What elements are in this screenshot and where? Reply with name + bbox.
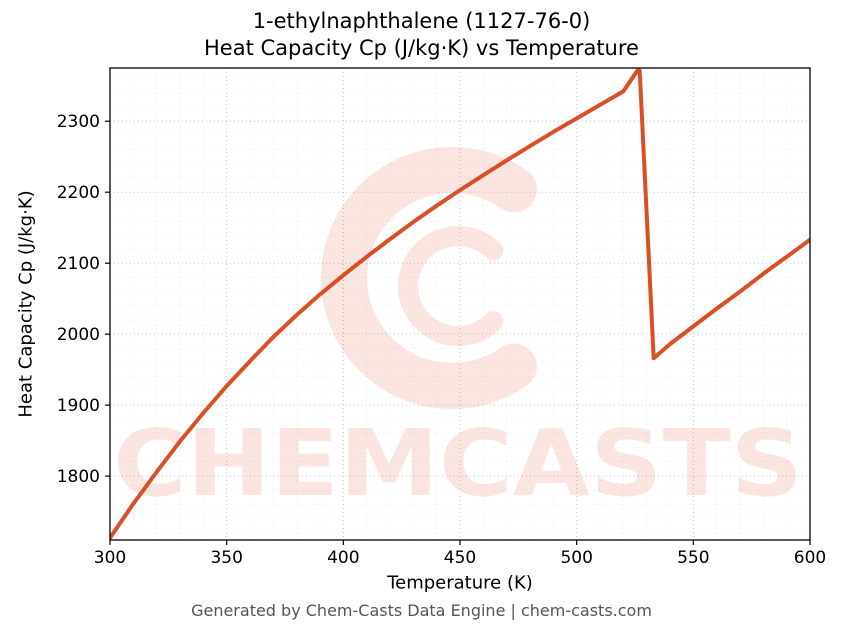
y-tick-label: 2300 [57, 112, 100, 132]
chart-title-line1: 1-ethylnaphthalene (1127-76-0) [252, 9, 591, 33]
x-tick-label: 500 [560, 548, 592, 568]
c-swirl-logo-inner [398, 226, 504, 346]
watermark-text: CHEMCASTS [113, 410, 803, 517]
axis-ticks: 300 350 400 450 500 550 600 1800 1900 2000 2100 220… [57, 112, 826, 568]
y-axis-label: Heat Capacity Cp (J/kg·K) [15, 190, 37, 418]
chart-title: 1-ethylnaphthalene (1127-76-0) Heat Capa… [0, 8, 843, 62]
y-tick-label: 2100 [57, 254, 100, 274]
grid-lines [109, 68, 811, 540]
x-tick-label: 550 [677, 548, 709, 568]
cp-vs-temperature-line [110, 68, 810, 540]
x-tick-label: 600 [794, 548, 826, 568]
footer-attribution: Generated by Chem-Casts Data Engine | ch… [191, 601, 652, 620]
y-tick-label: 2200 [57, 183, 100, 203]
x-tick-label: 450 [444, 548, 476, 568]
c-swirl-logo-outer [321, 147, 537, 409]
chart-title-line2: Heat Capacity Cp (J/kg·K) vs Temperature [204, 36, 639, 60]
watermark: CHEMCASTS [113, 147, 803, 517]
x-tick-label: 400 [327, 548, 359, 568]
y-tick-label: 2000 [57, 325, 100, 345]
y-tick-label: 1800 [57, 467, 100, 487]
y-tick-label: 1900 [57, 396, 100, 416]
x-tick-label: 350 [210, 548, 242, 568]
x-axis-label: Temperature (K) [387, 572, 533, 594]
x-tick-label: 300 [94, 548, 126, 568]
